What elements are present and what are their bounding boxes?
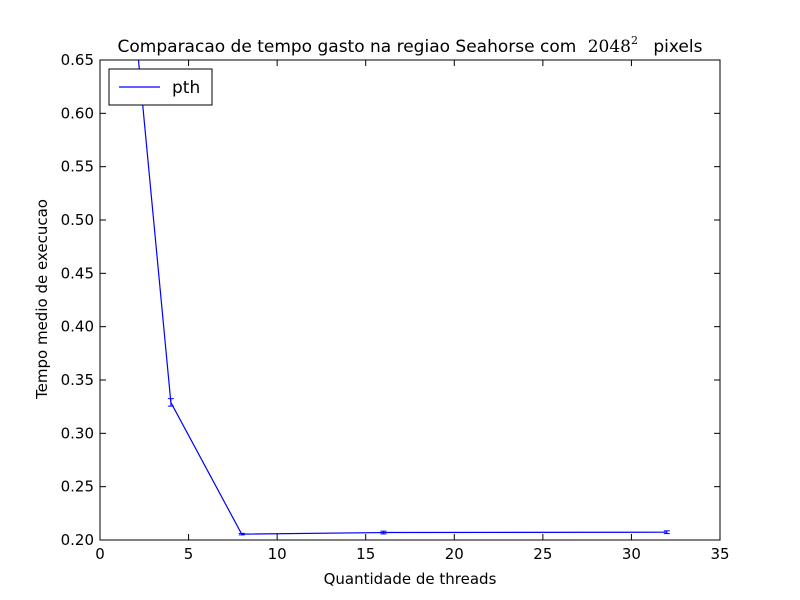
x-tick-label: 30: [622, 545, 641, 563]
legend: pth: [108, 68, 213, 106]
y-tick-label: 0.50: [61, 211, 94, 229]
chart-title-math-base: 2048: [588, 37, 631, 57]
y-tick-label: 0.45: [61, 264, 94, 282]
y-tick-label: 0.40: [61, 318, 94, 336]
y-tick-label: 0.20: [61, 531, 94, 549]
plot-area: 0 5 10 15 20 25 30 35 0.20 0.25 0.30 0.35 0.40 0.45 0.…: [61, 51, 730, 563]
x-tick-label: 35: [710, 545, 729, 563]
y-tick-label: 0.30: [61, 424, 94, 442]
chart-title-prefix: Comparacao de tempo gasto na regiao Seah…: [118, 37, 577, 57]
legend-label-pth: pth: [172, 78, 200, 98]
y-tick-label: 0.65: [61, 51, 94, 69]
x-axis-label: Quantidade de threads: [324, 570, 497, 588]
y-axis-label: Tempo medio de execucao: [33, 199, 51, 400]
chart-title-math-exp: 2: [631, 34, 638, 47]
chart-title: Comparacao de tempo gasto na regiao Seah…: [118, 29, 703, 57]
x-tick-label: 15: [356, 545, 375, 563]
y-tick-label: 0.55: [61, 158, 94, 176]
x-tick-label: 25: [533, 545, 552, 563]
error-bar: [380, 530, 387, 535]
error-bar: [663, 530, 670, 535]
x-tick-label: 10: [268, 545, 287, 563]
series-line-pth: [137, 60, 667, 535]
y-tick-label: 0.60: [61, 104, 94, 122]
axes-frame: [99, 59, 721, 541]
error-bar: [238, 532, 245, 536]
series-group: [137, 60, 670, 536]
x-tick-label: 20: [445, 545, 464, 563]
x-tick-label: 0: [95, 545, 105, 563]
y-tick-label: 0.25: [61, 478, 94, 496]
y-tick-label: 0.35: [61, 371, 94, 389]
error-bar: [167, 398, 174, 407]
x-tick-label: 5: [184, 545, 194, 563]
chart-title-suffix: pixels: [653, 37, 702, 57]
